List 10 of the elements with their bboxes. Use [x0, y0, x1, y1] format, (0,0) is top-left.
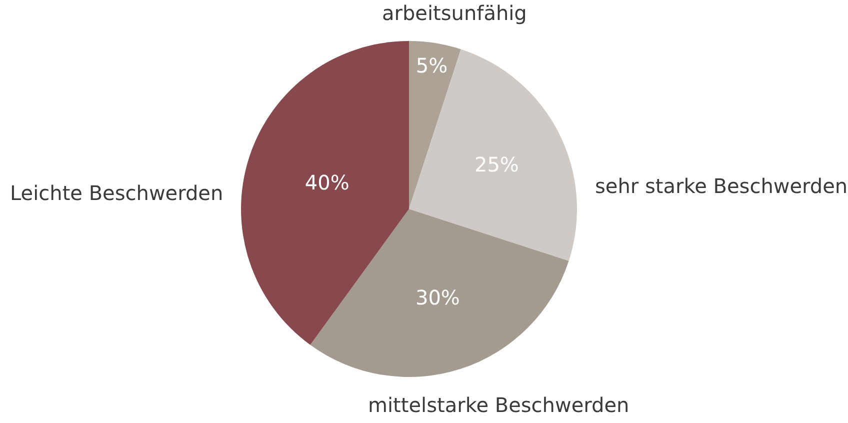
pie-slice: [409, 49, 577, 261]
pie-slice: [241, 41, 409, 345]
slice-label: Leichte Beschwerden: [10, 181, 224, 205]
slice-label: sehr starke Beschwerden: [595, 174, 848, 198]
data-label: 5%: [416, 54, 448, 78]
data-label: 40%: [304, 170, 350, 194]
data-label: 30%: [415, 285, 460, 310]
slice-label: mittelstarke Beschwerden: [368, 393, 630, 417]
slice-label: arbeitsunfähig: [382, 1, 527, 25]
data-label: 25%: [474, 152, 519, 176]
